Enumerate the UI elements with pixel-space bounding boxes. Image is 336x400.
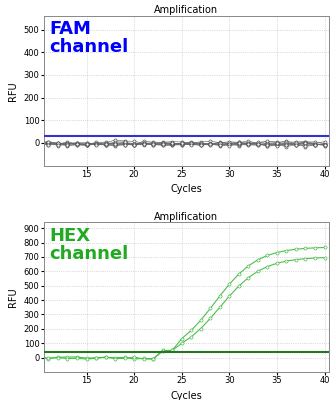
Title: Amplification: Amplification <box>155 5 218 15</box>
Y-axis label: RFU: RFU <box>8 81 18 101</box>
X-axis label: Cycles: Cycles <box>171 184 202 194</box>
X-axis label: Cycles: Cycles <box>171 391 202 400</box>
Text: HEX
channel: HEX channel <box>49 227 129 263</box>
Title: Amplification: Amplification <box>155 212 218 222</box>
Text: FAM
channel: FAM channel <box>49 20 129 56</box>
Y-axis label: RFU: RFU <box>8 287 18 307</box>
